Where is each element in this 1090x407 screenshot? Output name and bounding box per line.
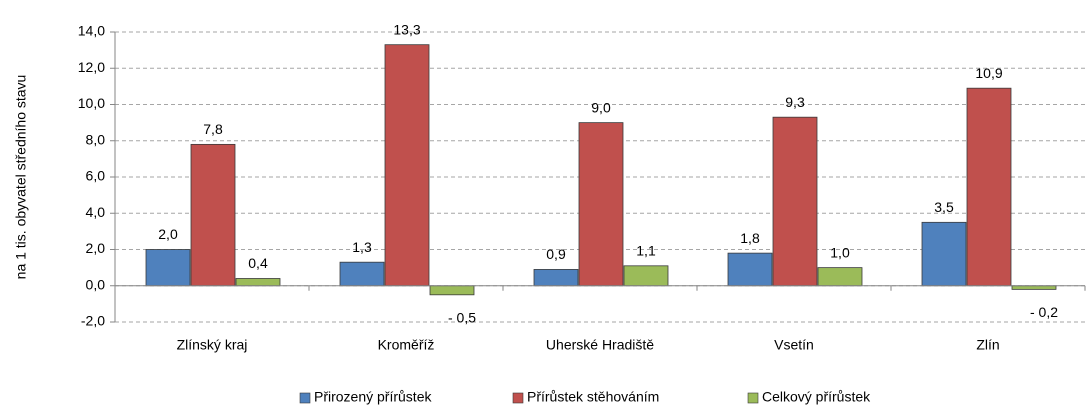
data-label: - 0,2 [1030, 304, 1058, 320]
legend-swatch [512, 392, 524, 404]
x-tick-label: Zlínský kraj [177, 337, 248, 353]
bar [817, 267, 863, 287]
data-label: 3,5 [934, 199, 954, 215]
legend-label: Přirozený přírůstek [314, 389, 432, 405]
data-label: 13,3 [393, 21, 420, 37]
x-tick-label: Zlín [976, 337, 999, 353]
y-tick-label: -2,0 [81, 313, 105, 329]
data-label: - 0,5 [448, 310, 476, 326]
data-label: 1,1 [636, 243, 656, 259]
bar [429, 285, 475, 296]
y-tick-label: 8,0 [86, 131, 106, 147]
x-tick-label: Uherské Hradiště [546, 337, 654, 353]
legend-label: Přírůstek stěhováním [527, 389, 659, 405]
bar [190, 143, 236, 287]
y-tick-label: 10,0 [78, 95, 105, 111]
data-label: 10,9 [975, 65, 1002, 81]
bar [772, 116, 818, 287]
data-label: 0,9 [546, 246, 566, 262]
x-tick-label: Vsetín [774, 337, 814, 353]
data-label: 7,8 [203, 121, 223, 137]
bar [235, 278, 281, 287]
y-tick-label: 6,0 [86, 168, 106, 184]
bar [145, 249, 191, 287]
data-label: 1,8 [740, 230, 760, 246]
bar [533, 269, 579, 287]
data-label: 2,0 [158, 226, 178, 242]
legend-label: Celkový přírůstek [762, 389, 871, 405]
bar [1011, 285, 1057, 290]
y-tick-label: 4,0 [86, 204, 106, 220]
bar [339, 261, 385, 287]
y-tick-label: 12,0 [78, 59, 105, 75]
y-axis-title: na 1 tis. obyvatel středního stavu [13, 75, 29, 280]
bar [921, 221, 967, 287]
data-label: 1,3 [352, 239, 372, 255]
bar [966, 87, 1012, 287]
y-tick-label: 0,0 [86, 276, 106, 292]
bar [384, 44, 430, 287]
data-label: 9,3 [785, 94, 805, 110]
bar [727, 252, 773, 287]
data-label: 1,0 [830, 244, 850, 260]
bar [578, 122, 624, 287]
x-tick-label: Kroměříž [378, 337, 435, 353]
data-label: 9,0 [591, 99, 611, 115]
bar [623, 265, 669, 287]
y-tick-label: 2,0 [86, 240, 106, 256]
y-tick-label: 14,0 [78, 23, 105, 39]
legend-swatch [747, 392, 759, 404]
data-label: 0,4 [248, 255, 268, 271]
legend-swatch [299, 392, 311, 404]
